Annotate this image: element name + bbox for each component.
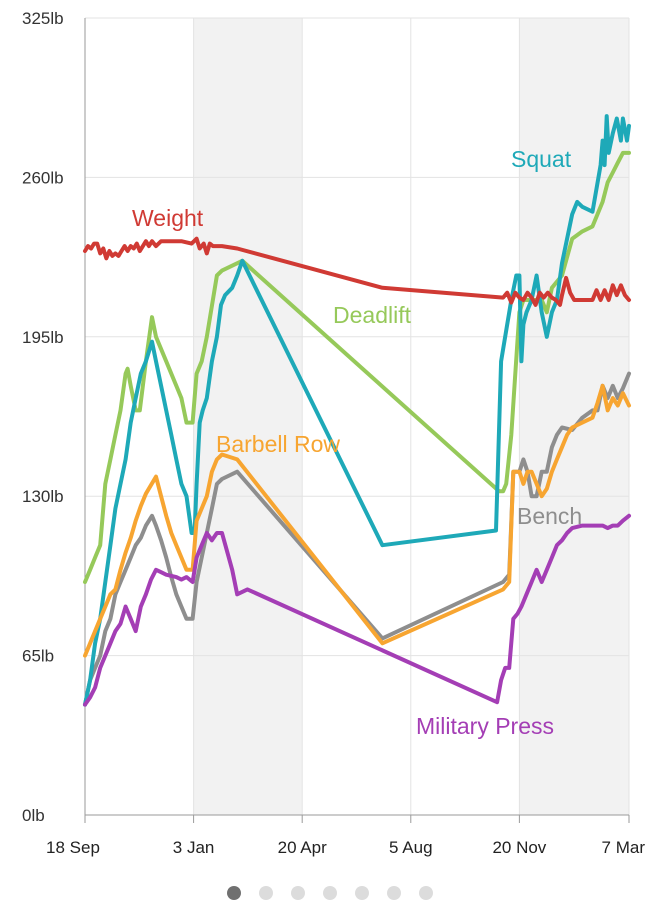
series-label-squat: Squat xyxy=(511,146,572,172)
series-line-squat xyxy=(83,114,631,707)
page-dot-2[interactable] xyxy=(259,886,273,900)
page-dot-5[interactable] xyxy=(355,886,369,900)
series-label-weight: Weight xyxy=(132,205,204,231)
y-tick-label: 130lb xyxy=(22,487,64,506)
series-label-barbell-row: Barbell Row xyxy=(216,431,340,457)
y-tick-label: 65lb xyxy=(22,647,54,666)
page-dot-4[interactable] xyxy=(323,886,337,900)
x-tick-label: 5 Aug xyxy=(389,838,433,857)
x-tick-label: 20 Nov xyxy=(492,838,546,857)
series-line-barbell-row xyxy=(83,383,631,658)
y-tick-label: 0lb xyxy=(22,806,45,825)
x-tick-label: 20 Apr xyxy=(278,838,327,857)
y-tick-label: 195lb xyxy=(22,328,64,347)
y-tick-label: 260lb xyxy=(22,168,64,187)
series-label-bench: Bench xyxy=(517,503,582,529)
page-dot-1[interactable] xyxy=(227,886,241,900)
x-tick-label: 18 Sep xyxy=(46,838,100,857)
x-tick-label: 7 Mar xyxy=(602,838,646,857)
page-indicator[interactable] xyxy=(0,886,660,900)
series-label-deadlift: Deadlift xyxy=(333,302,412,328)
series-line-deadlift xyxy=(83,150,631,584)
page-dot-3[interactable] xyxy=(291,886,305,900)
y-tick-label: 325lb xyxy=(22,9,64,28)
progress-line-chart: 0lb 65lb 130lb 195lb 260lb 325lb 18 Sep 3 Jan 20… xyxy=(22,9,646,857)
series-line-weight xyxy=(83,236,631,307)
page-dot-7[interactable] xyxy=(419,886,433,900)
page-dot-6[interactable] xyxy=(387,886,401,900)
series-line-military-press xyxy=(83,513,631,707)
series-label-military-press: Military Press xyxy=(416,713,554,739)
shaded-band-0 xyxy=(193,18,303,815)
x-tick-label: 3 Jan xyxy=(173,838,215,857)
